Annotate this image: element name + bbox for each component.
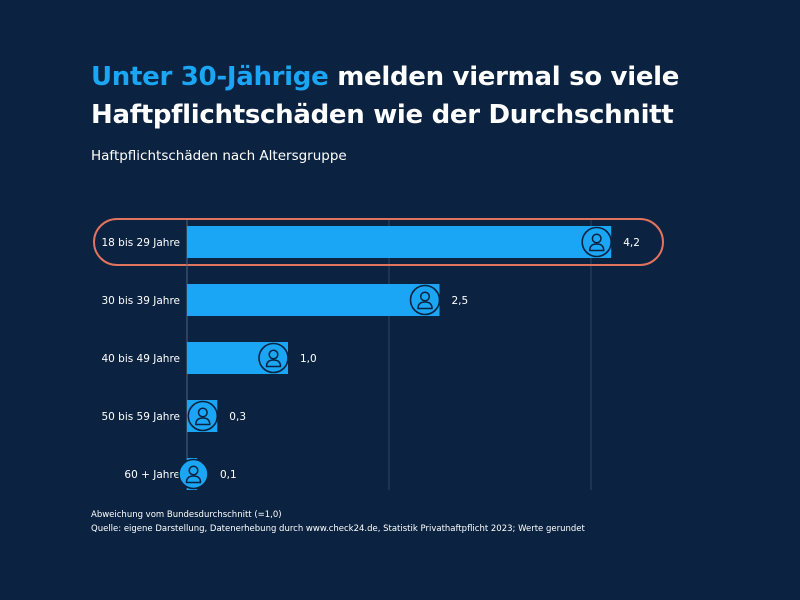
category-label: 60 + Jahre: [124, 469, 180, 481]
chart-title: Unter 30-Jährige melden viermal so viele…: [91, 58, 771, 134]
footnote-baseline-note: Abweichung vom Bundesdurchschnitt (=1,0): [91, 510, 282, 520]
chart-subtitle: Haftpflichtschäden nach Altersgruppe: [91, 148, 347, 164]
person-icon: [409, 284, 441, 316]
person-icon-body: [185, 475, 202, 484]
category-label: 40 bis 49 Jahre: [101, 353, 180, 365]
person-icon-body: [417, 301, 433, 310]
value-label: 4,2: [623, 237, 640, 249]
bar: [187, 284, 440, 316]
footnote-source: Quelle: eigene Darstellung, Datenerhebun…: [91, 524, 585, 534]
person-icon-body: [265, 359, 282, 368]
person-icon-head: [188, 465, 199, 476]
person-icon: [187, 400, 219, 432]
value-label: 0,3: [229, 411, 246, 423]
person-icon-head: [591, 233, 602, 244]
value-label: 0,1: [220, 469, 237, 481]
bar: [187, 226, 612, 258]
person-icon-body: [588, 243, 605, 252]
footnote: Abweichung vom Bundesdurchschnitt (=1,0)…: [91, 508, 585, 536]
value-label: 2,5: [452, 295, 469, 307]
category-label: 50 bis 59 Jahre: [101, 411, 180, 423]
value-label: 1,0: [300, 353, 317, 365]
chart-title-rest: melden viermal so viele Haftpflichtschäd…: [91, 62, 680, 130]
person-icon: [581, 226, 613, 258]
category-label: 18 bis 29 Jahre: [101, 237, 180, 249]
person-icon: [178, 458, 209, 490]
highlight-frame: [93, 218, 664, 266]
chart-title-highlight: Unter 30-Jährige: [91, 62, 329, 92]
category-label: 30 bis 39 Jahre: [101, 295, 180, 307]
person-icon-body: [195, 417, 211, 426]
person-icon-head: [268, 349, 279, 360]
person-icon: [258, 342, 289, 374]
person-icon-head: [197, 407, 208, 418]
person-icon-head: [419, 291, 431, 302]
